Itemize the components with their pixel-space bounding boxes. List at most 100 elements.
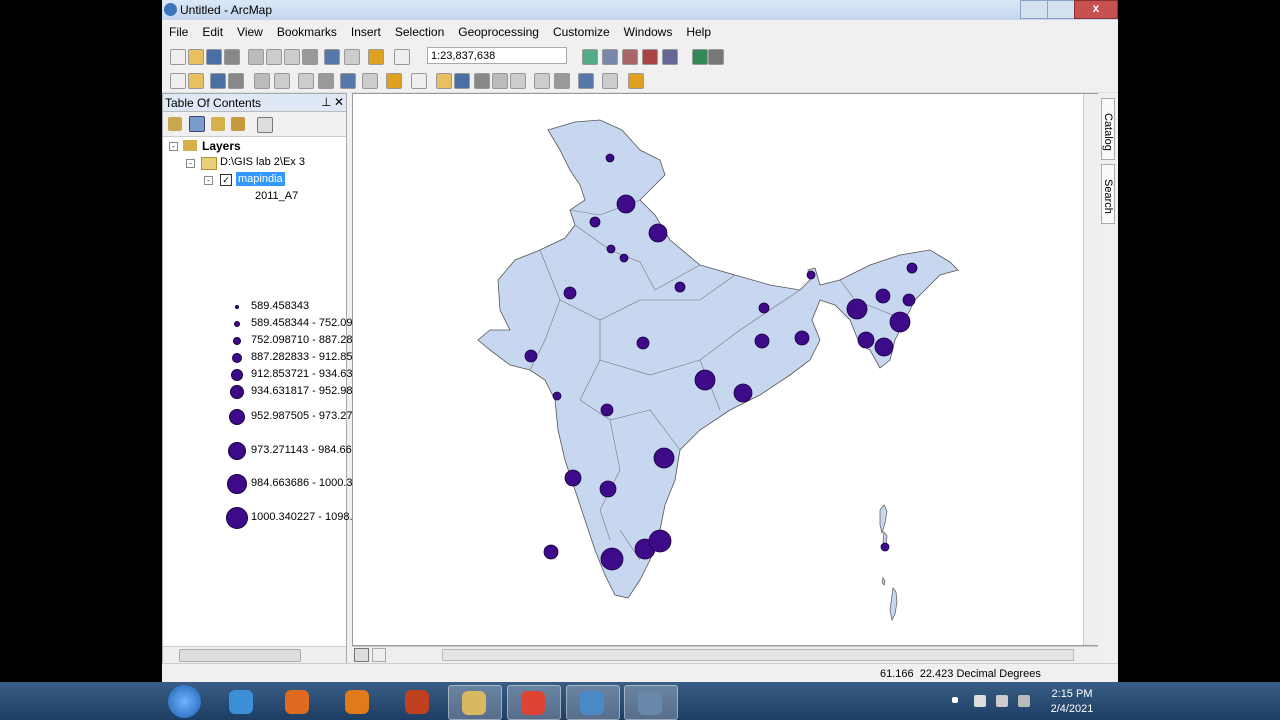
toolbar-button[interactable] bbox=[692, 49, 708, 65]
toolbar-button[interactable] bbox=[206, 49, 222, 65]
taskbar-app[interactable] bbox=[507, 685, 561, 720]
toolbar-button[interactable] bbox=[411, 73, 427, 89]
toolbar-button[interactable] bbox=[474, 73, 490, 89]
toolbar-button[interactable] bbox=[622, 49, 638, 65]
volume-icon[interactable] bbox=[974, 695, 986, 707]
legend-label: 984.663686 - 1000.3 bbox=[251, 477, 353, 489]
layer-tree: - Layers - D:\GIS lab 2\Ex 3 - ✓ mapindi… bbox=[163, 138, 353, 648]
toolbar-button[interactable] bbox=[708, 49, 724, 65]
menu-item[interactable]: Edit bbox=[202, 25, 224, 39]
search-tab[interactable]: Search bbox=[1101, 164, 1115, 224]
clock[interactable]: 2:15 PM 2/4/2021 bbox=[1044, 688, 1100, 715]
toolbar-button[interactable] bbox=[188, 49, 204, 65]
toolbar-button[interactable] bbox=[534, 73, 550, 89]
expander[interactable]: - bbox=[186, 159, 195, 168]
minimize-button[interactable] bbox=[1020, 0, 1048, 19]
toolbar-button[interactable] bbox=[436, 73, 452, 89]
h-scroll-thumb[interactable] bbox=[442, 649, 1074, 661]
taskbar-app[interactable] bbox=[566, 685, 620, 720]
start-button[interactable] bbox=[168, 685, 201, 718]
toolbar-button[interactable] bbox=[284, 49, 300, 65]
toolbar-button[interactable] bbox=[170, 73, 186, 89]
toolbar-button[interactable] bbox=[188, 73, 204, 89]
taskbar-app[interactable] bbox=[448, 685, 502, 720]
menu-item[interactable]: Insert bbox=[350, 25, 381, 39]
close-button[interactable]: x bbox=[1074, 0, 1118, 19]
layout-view-button[interactable] bbox=[354, 648, 369, 662]
toolbar-button[interactable] bbox=[170, 49, 186, 65]
list-by-selection[interactable] bbox=[231, 117, 245, 131]
toolbar-button[interactable] bbox=[266, 49, 282, 65]
menu-bar: File Edit View Bookmarks Insert Selection Geop… bbox=[162, 21, 1118, 43]
map-symbol bbox=[794, 330, 810, 346]
toolbar-button[interactable] bbox=[344, 49, 360, 65]
action-center-icon[interactable] bbox=[996, 695, 1008, 707]
network-icon[interactable] bbox=[1018, 695, 1030, 707]
toolbar-button[interactable] bbox=[274, 73, 290, 89]
data-view-button[interactable] bbox=[372, 648, 386, 662]
menu-item[interactable]: Help bbox=[686, 25, 712, 39]
toolbar-button[interactable] bbox=[362, 73, 378, 89]
toolbar-button[interactable] bbox=[578, 73, 594, 89]
list-by-drawing-order[interactable] bbox=[168, 117, 182, 131]
menu-item[interactable]: View bbox=[237, 25, 263, 39]
taskbar-app[interactable] bbox=[332, 685, 384, 718]
toolbar-button[interactable] bbox=[394, 49, 410, 65]
layer-checkbox[interactable]: ✓ bbox=[220, 174, 232, 186]
toolbar-button[interactable] bbox=[254, 73, 270, 89]
toolbar-button[interactable] bbox=[224, 49, 240, 65]
toc-scrollbar[interactable] bbox=[163, 646, 346, 663]
toolbar-button[interactable] bbox=[510, 73, 526, 89]
toolbar-button[interactable] bbox=[386, 73, 402, 89]
toolbar-button[interactable] bbox=[582, 49, 598, 65]
taskbar-app[interactable] bbox=[216, 685, 268, 718]
map-vscrollbar[interactable] bbox=[1083, 94, 1098, 645]
list-by-source[interactable] bbox=[189, 116, 205, 132]
toolbar-button[interactable] bbox=[368, 49, 384, 65]
scale-box[interactable]: 1:23,837,638 bbox=[427, 47, 567, 64]
tools-toolbar bbox=[162, 68, 1118, 93]
catalog-tab[interactable]: Catalog bbox=[1101, 98, 1115, 160]
tray-arrow[interactable] bbox=[952, 697, 958, 703]
toolbar-button[interactable] bbox=[642, 49, 658, 65]
toc-header: Table Of Contents ⊥ ✕ bbox=[163, 94, 346, 112]
taskbar-app[interactable] bbox=[624, 685, 678, 720]
menu-item[interactable]: File bbox=[169, 25, 189, 39]
layer-label[interactable]: mapindia bbox=[236, 172, 285, 186]
menu-item[interactable]: Bookmarks bbox=[276, 25, 337, 39]
toolbar-button[interactable] bbox=[602, 73, 618, 89]
options[interactable] bbox=[257, 117, 273, 133]
toolbar-button[interactable] bbox=[554, 73, 570, 89]
taskbar-app[interactable] bbox=[272, 685, 324, 718]
map-symbol bbox=[875, 288, 891, 304]
toc-close[interactable]: ✕ bbox=[334, 95, 345, 109]
scroll-thumb[interactable] bbox=[179, 649, 301, 662]
expander[interactable]: - bbox=[204, 176, 213, 185]
app-icon bbox=[405, 690, 429, 714]
toolbar-button[interactable] bbox=[340, 73, 356, 89]
toolbar-button[interactable] bbox=[210, 73, 226, 89]
expander[interactable]: - bbox=[169, 142, 178, 151]
maximize-button[interactable] bbox=[1047, 0, 1075, 19]
toolbar-button[interactable] bbox=[454, 73, 470, 89]
taskbar-app[interactable] bbox=[392, 685, 444, 718]
layers-label[interactable]: Layers bbox=[202, 139, 241, 153]
toolbar-button[interactable] bbox=[602, 49, 618, 65]
map-symbol bbox=[906, 262, 918, 274]
toolbar-button[interactable] bbox=[228, 73, 244, 89]
toolbar-button[interactable] bbox=[492, 73, 508, 89]
menu-item[interactable]: Selection bbox=[394, 25, 445, 39]
menu-item[interactable]: Windows bbox=[623, 25, 673, 39]
map-hscrollbar[interactable] bbox=[352, 646, 1098, 662]
toolbar-button[interactable] bbox=[302, 49, 318, 65]
toc-pin[interactable]: ⊥ bbox=[321, 95, 332, 109]
list-by-visibility[interactable] bbox=[211, 117, 225, 131]
toolbar-button[interactable] bbox=[628, 73, 644, 89]
menu-item[interactable]: Geoprocessing bbox=[458, 25, 539, 39]
toolbar-button[interactable] bbox=[318, 73, 334, 89]
toolbar-button[interactable] bbox=[298, 73, 314, 89]
menu-item[interactable]: Customize bbox=[552, 25, 610, 39]
toolbar-button[interactable] bbox=[662, 49, 678, 65]
toolbar-button[interactable] bbox=[324, 49, 340, 65]
toolbar-button[interactable] bbox=[248, 49, 264, 65]
